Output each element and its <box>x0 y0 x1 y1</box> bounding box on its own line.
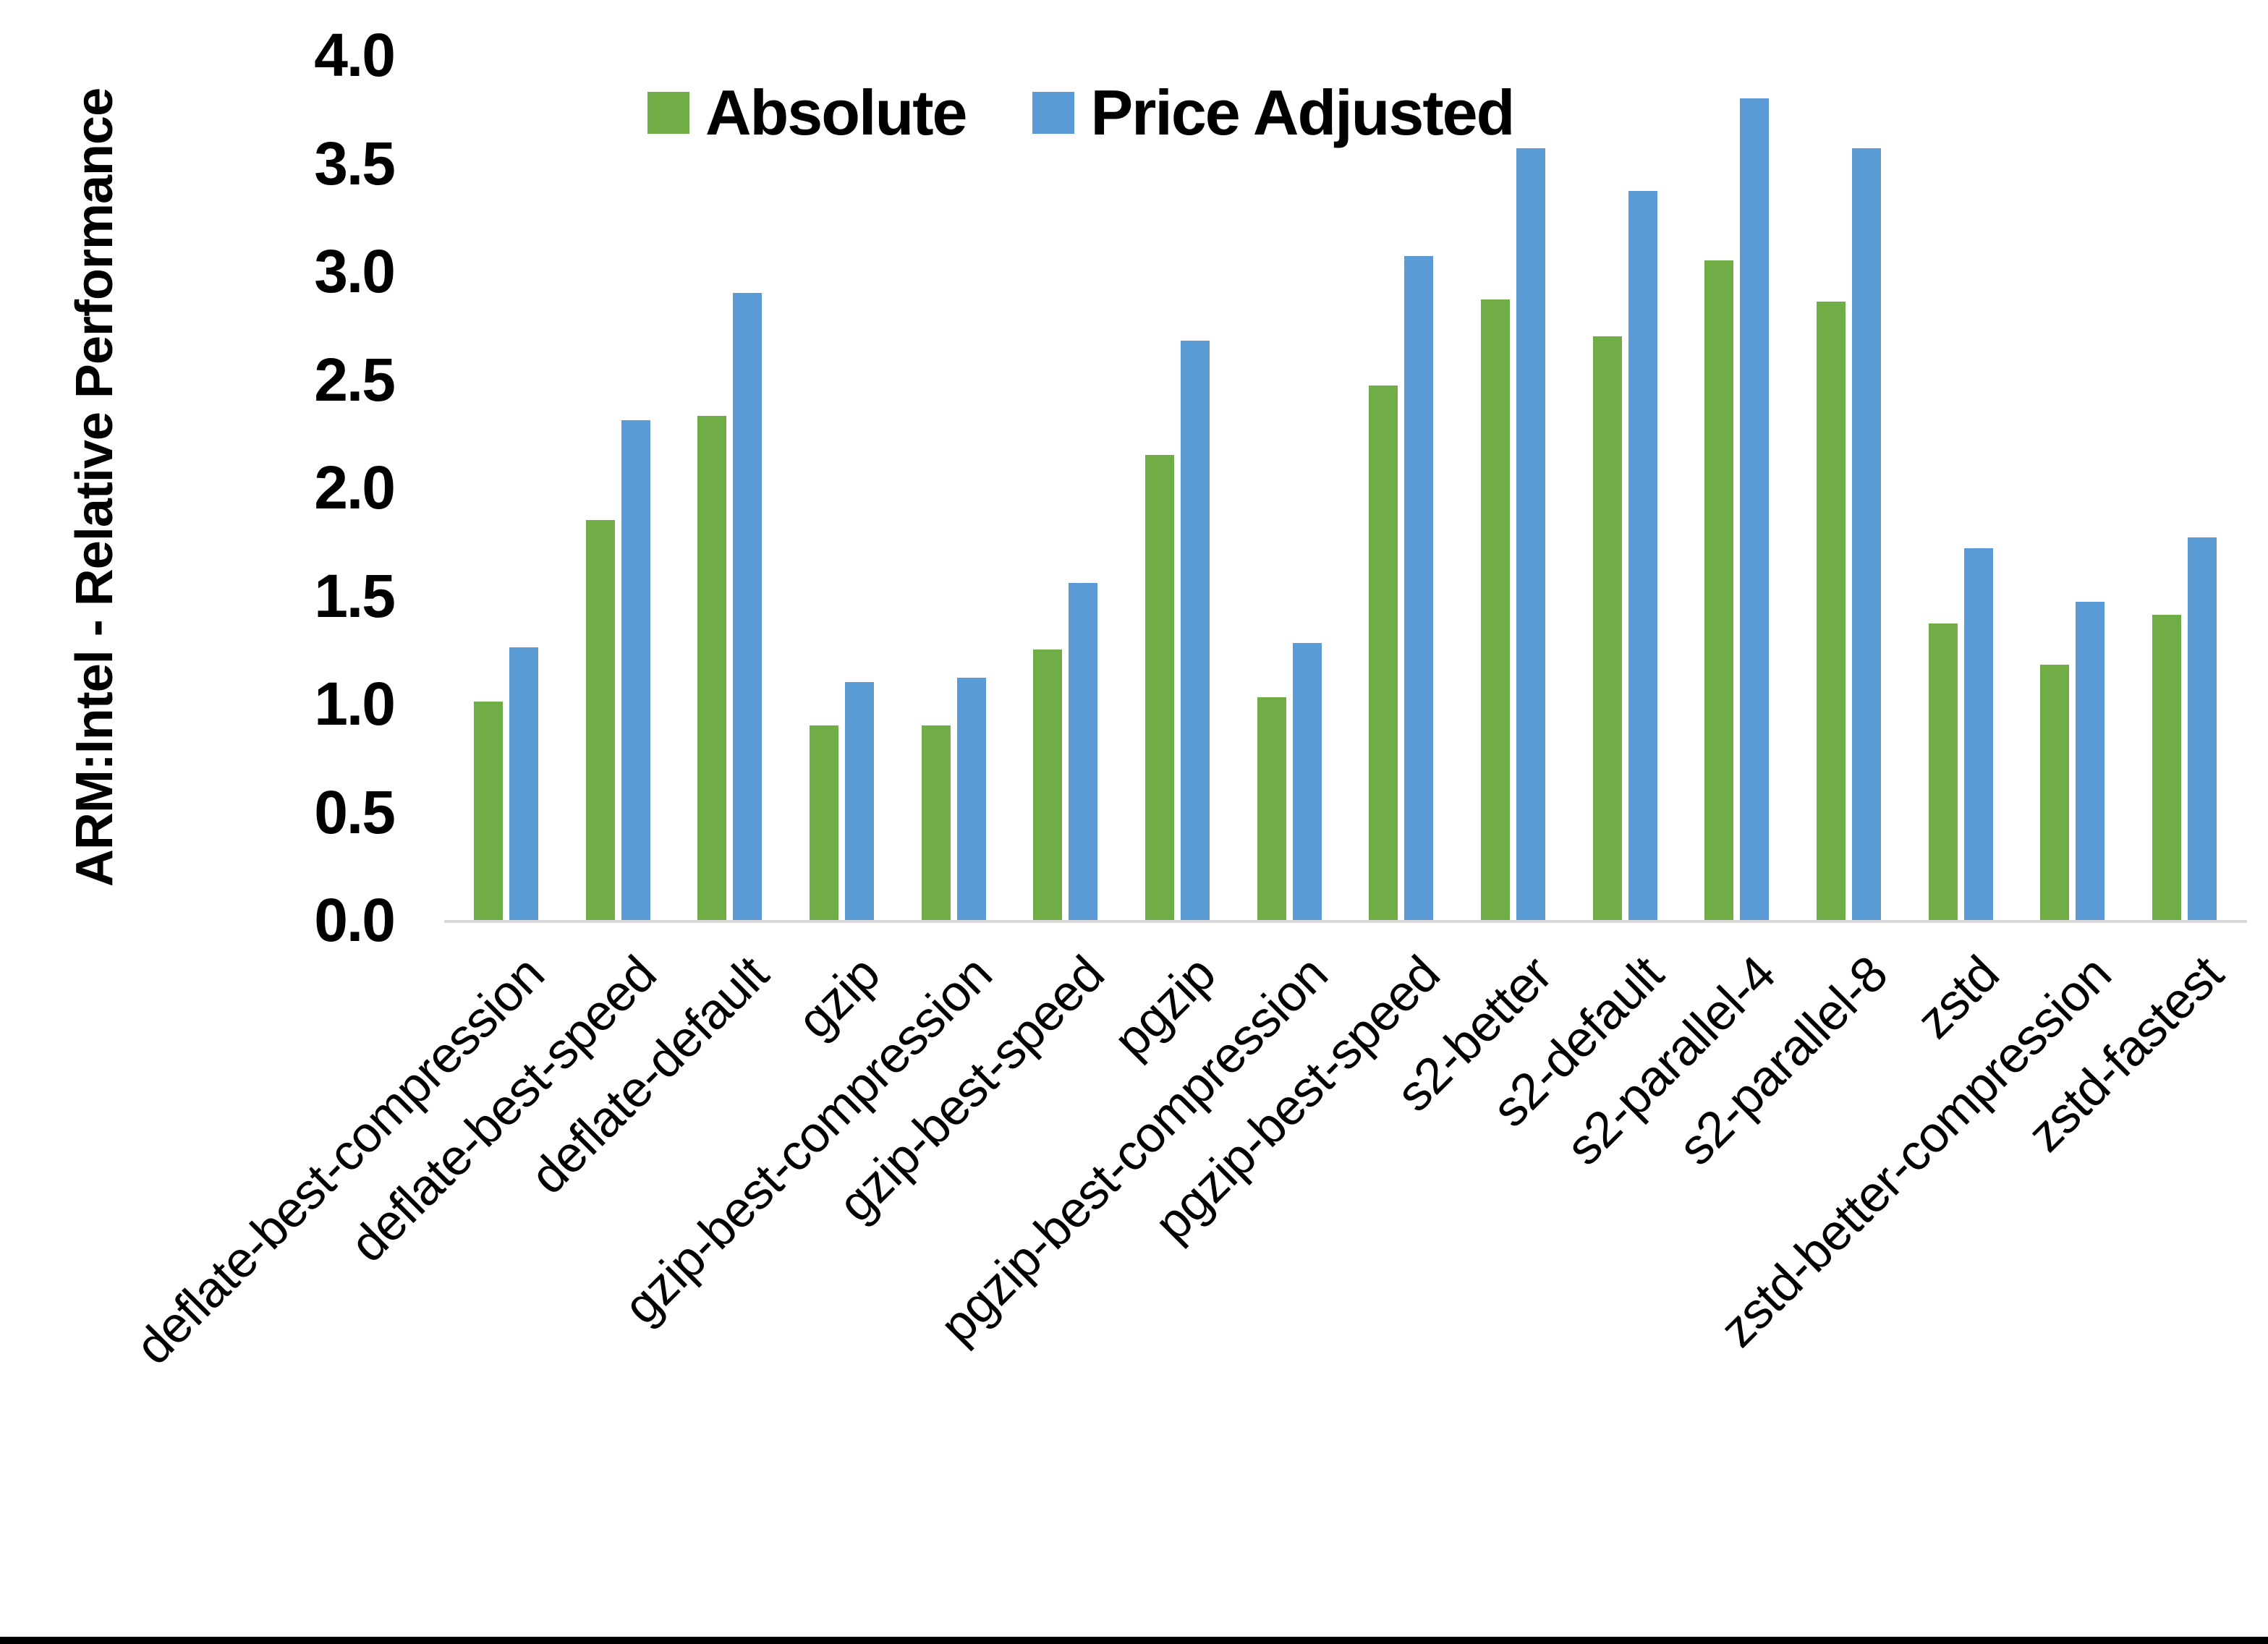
bar-absolute-s2-better <box>1481 299 1511 920</box>
bar-group-deflate-best-compression <box>450 55 562 920</box>
legend: Absolute Price Adjusted <box>647 77 1515 148</box>
bar-group-deflate-best-speed <box>562 55 674 920</box>
bar-price-adjusted-gzip-best-speed <box>1069 582 1098 920</box>
y-axis-title: ARM:Intel - Relative Performance <box>66 88 124 887</box>
bar-price-adjusted-s2-parallel-8 <box>1852 148 1882 920</box>
bar-absolute-gzip-best-speed <box>1033 649 1063 920</box>
bar-absolute-s2-parallel-8 <box>1817 301 1846 920</box>
bar-price-adjusted-deflate-default <box>733 292 763 920</box>
bar-group-s2-default <box>1569 55 1681 920</box>
bar-price-adjusted-zstd-fastest <box>2188 537 2217 920</box>
bar-price-adjusted-gzip <box>844 682 874 920</box>
bar-group-gzip-best-compression <box>898 55 1010 920</box>
bar-absolute-deflate-best-speed <box>585 519 615 920</box>
bar-price-adjusted-pgzip-best-speed <box>1404 256 1434 920</box>
y-tick-label: 3.5 <box>314 129 396 197</box>
bar-price-adjusted-pgzip-best-compression <box>1292 643 1322 920</box>
bar-absolute-deflate-best-compression <box>473 702 503 920</box>
bar-group-s2-better <box>1457 55 1569 920</box>
bar-absolute-gzip-best-compression <box>921 725 951 920</box>
bar-absolute-zstd <box>1928 623 1958 920</box>
bar-absolute-pgzip-best-compression <box>1257 697 1286 920</box>
bar-price-adjusted-s2-better <box>1516 148 1546 920</box>
legend-swatch-price-adjusted <box>1032 92 1075 134</box>
legend-label-absolute: Absolute <box>705 77 967 148</box>
y-tick-label: 4.0 <box>314 21 396 89</box>
bar-price-adjusted-s2-default <box>1628 191 1657 920</box>
bar-absolute-s2-default <box>1592 336 1622 920</box>
bar-absolute-zstd-fastest <box>2152 615 2182 920</box>
bar-price-adjusted-pgzip <box>1180 340 1210 920</box>
bar-price-adjusted-deflate-best-compression <box>509 647 538 920</box>
bar-group-pgzip-best-speed <box>1346 55 1458 920</box>
y-tick-label: 3.0 <box>314 237 396 305</box>
bar-group-s2-parallel-8 <box>1793 55 1905 920</box>
bar-group-zstd <box>1905 55 2017 920</box>
bar-price-adjusted-gzip-best-compression <box>956 678 986 920</box>
y-tick-label: 0.0 <box>314 886 396 954</box>
bar-group-pgzip-best-compression <box>1233 55 1346 920</box>
bar-group-zstd-fastest <box>2128 55 2241 920</box>
bar-absolute-pgzip-best-speed <box>1369 386 1398 920</box>
legend-item-absolute: Absolute <box>647 77 967 148</box>
bar-price-adjusted-deflate-best-speed <box>621 420 650 920</box>
bar-group-s2-parallel-4 <box>1681 55 1793 920</box>
bar-group-gzip-best-speed <box>1009 55 1121 920</box>
y-tick-label: 2.0 <box>314 453 396 521</box>
bar-absolute-deflate-default <box>697 416 727 920</box>
bar-group-gzip <box>786 55 898 920</box>
bottom-border <box>0 1637 2268 1644</box>
legend-item-price-adjusted: Price Adjusted <box>1032 77 1515 148</box>
bar-group-pgzip <box>1121 55 1233 920</box>
plot-area <box>444 55 2247 923</box>
legend-swatch-absolute <box>647 92 689 134</box>
y-tick-label: 1.5 <box>314 561 396 630</box>
bar-group-deflate-default <box>674 55 786 920</box>
y-tick-label: 1.0 <box>314 670 396 738</box>
y-tick-label: 2.5 <box>314 345 396 414</box>
bar-price-adjusted-s2-parallel-4 <box>1740 98 1770 920</box>
bar-absolute-gzip <box>809 725 838 920</box>
bar-absolute-zstd-better-compression <box>2040 665 2070 920</box>
bar-absolute-pgzip <box>1144 455 1174 920</box>
x-axis-line <box>444 920 2247 923</box>
bar-absolute-s2-parallel-4 <box>1704 260 1734 920</box>
bar-group-zstd-better-compression <box>2017 55 2129 920</box>
y-tick-label: 0.5 <box>314 778 396 846</box>
legend-label-price-adjusted: Price Adjusted <box>1090 77 1515 148</box>
bar-price-adjusted-zstd-better-compression <box>2076 602 2105 920</box>
bar-price-adjusted-zstd <box>1963 548 1993 920</box>
